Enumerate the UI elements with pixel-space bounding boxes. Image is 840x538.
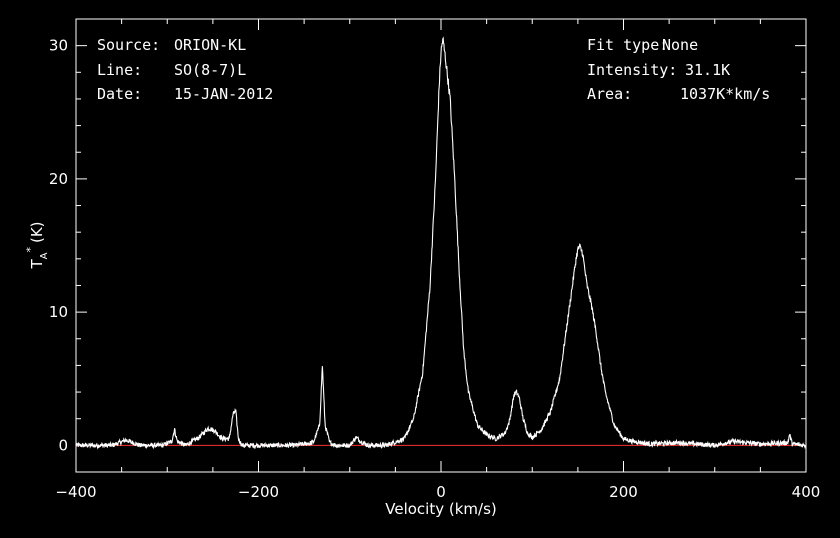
x-axis-title: Velocity (km/s) xyxy=(385,500,496,518)
x-tick-label: 400 xyxy=(792,483,821,501)
y-tick-label: 20 xyxy=(49,170,68,188)
area-key: Area: xyxy=(587,85,632,103)
info-left: Source: ORION-KL Line: SO(8-7)L Date: 15… xyxy=(97,36,273,103)
y-tick-label: 0 xyxy=(58,436,68,454)
x-tick-label: 0 xyxy=(436,483,446,501)
y-axis-title-unit: (K) xyxy=(28,221,46,243)
svg-text:TA*(K): TA* (K) xyxy=(24,221,50,269)
fit-type-value: None xyxy=(662,36,698,54)
intensity-key: Intensity: xyxy=(587,61,677,79)
line-value: SO(8-7)L xyxy=(174,61,246,79)
x-tick-label: −400 xyxy=(55,483,96,501)
y-axis-title-main: T xyxy=(28,259,46,270)
axis-tick-labels: −400 −200 0 200 400 0 10 20 30 xyxy=(49,37,820,501)
fit-type-key: Fit type: xyxy=(587,36,668,54)
area-value: 1037K*km/s xyxy=(680,85,770,103)
y-axis-title-sub: A xyxy=(39,252,50,259)
line-key: Line: xyxy=(97,61,142,79)
info-right: Fit type: None Intensity: 31.1K Area: 10… xyxy=(587,36,770,103)
intensity-value: 31.1K xyxy=(685,61,730,79)
date-value: 15-JAN-2012 xyxy=(174,85,273,103)
x-tick-label: 200 xyxy=(609,483,638,501)
y-axis-title-sup: * xyxy=(24,247,37,253)
spectrum-line xyxy=(75,36,807,450)
source-value: ORION-KL xyxy=(174,36,246,54)
date-key: Date: xyxy=(97,85,142,103)
axis-ticks xyxy=(75,18,807,473)
y-axis-title: TA* (K) xyxy=(24,221,50,269)
y-tick-label: 30 xyxy=(49,37,68,55)
x-tick-label: −200 xyxy=(238,483,279,501)
source-key: Source: xyxy=(97,36,160,54)
y-tick-label: 10 xyxy=(49,303,68,321)
